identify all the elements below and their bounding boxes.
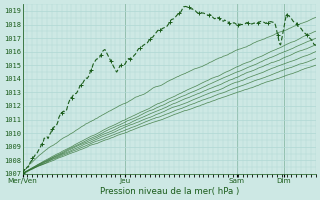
X-axis label: Pression niveau de la mer( hPa ): Pression niveau de la mer( hPa )	[100, 187, 239, 196]
